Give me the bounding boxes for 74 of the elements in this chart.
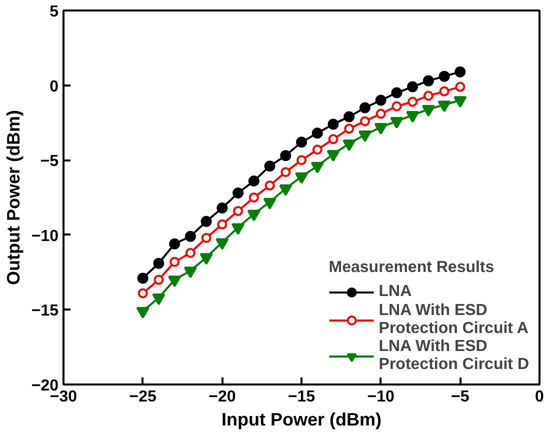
point — [344, 124, 354, 134]
point — [422, 75, 434, 86]
point — [154, 274, 164, 285]
point — [280, 167, 291, 178]
legend-label: LNA With ESD Protection Circuit D — [378, 338, 529, 374]
point — [344, 111, 355, 122]
point — [201, 232, 212, 243]
x-tick-label: −10 — [367, 388, 395, 406]
point — [423, 90, 434, 101]
legend-title: Measurement Results — [328, 259, 496, 277]
x-tick-label: −5 — [451, 388, 470, 406]
x-tick-label: −20 — [208, 388, 236, 406]
point — [342, 139, 356, 151]
point — [391, 87, 402, 98]
y-tick-label: −10 — [31, 228, 59, 245]
point — [263, 198, 276, 210]
point — [280, 150, 292, 162]
point — [455, 82, 466, 92]
point — [217, 219, 228, 230]
point — [216, 238, 229, 250]
point — [200, 253, 213, 265]
point — [312, 144, 322, 155]
point — [375, 94, 386, 106]
y-tick-label: −5 — [40, 153, 59, 170]
point — [138, 288, 148, 298]
point — [264, 180, 275, 191]
point — [296, 155, 306, 166]
point — [376, 108, 386, 119]
point — [360, 116, 370, 126]
point — [247, 210, 260, 222]
point — [184, 230, 196, 242]
point — [170, 256, 180, 267]
legend-label: LNA With ESD Protection Circuit A — [378, 302, 528, 338]
point — [310, 162, 324, 174]
point — [185, 248, 196, 258]
point — [152, 294, 166, 306]
point — [312, 128, 323, 139]
point — [248, 192, 259, 202]
x-tick-label: −15 — [288, 388, 316, 406]
point — [454, 66, 466, 78]
point — [232, 223, 245, 235]
point — [216, 202, 228, 214]
x-tick-label: −25 — [129, 388, 157, 406]
point — [184, 266, 197, 278]
point — [200, 216, 212, 227]
point — [295, 172, 308, 184]
point — [326, 150, 340, 162]
point — [168, 276, 182, 288]
point — [264, 160, 276, 172]
point — [296, 136, 307, 148]
point — [439, 86, 450, 96]
x-axis-title: Input Power (dBm) — [222, 410, 382, 430]
point — [358, 130, 372, 142]
y-tick-label: 5 — [50, 4, 59, 20]
point — [438, 70, 450, 82]
point — [328, 118, 339, 130]
point — [233, 206, 244, 216]
point — [408, 96, 418, 107]
y-axis-title: Output Power (dBm) — [3, 110, 24, 285]
y-tick-label: −15 — [31, 302, 59, 320]
point — [392, 101, 402, 112]
point — [359, 102, 370, 114]
point — [153, 258, 164, 269]
point — [279, 184, 292, 196]
point — [407, 81, 418, 92]
point — [328, 134, 338, 144]
legend-label: LNA — [378, 283, 412, 301]
point — [169, 238, 180, 250]
point — [136, 307, 150, 319]
point — [248, 176, 260, 187]
point — [232, 188, 244, 199]
point — [137, 272, 148, 284]
y-tick-label: 0 — [50, 78, 59, 96]
x-tick-label: 0 — [535, 388, 544, 406]
